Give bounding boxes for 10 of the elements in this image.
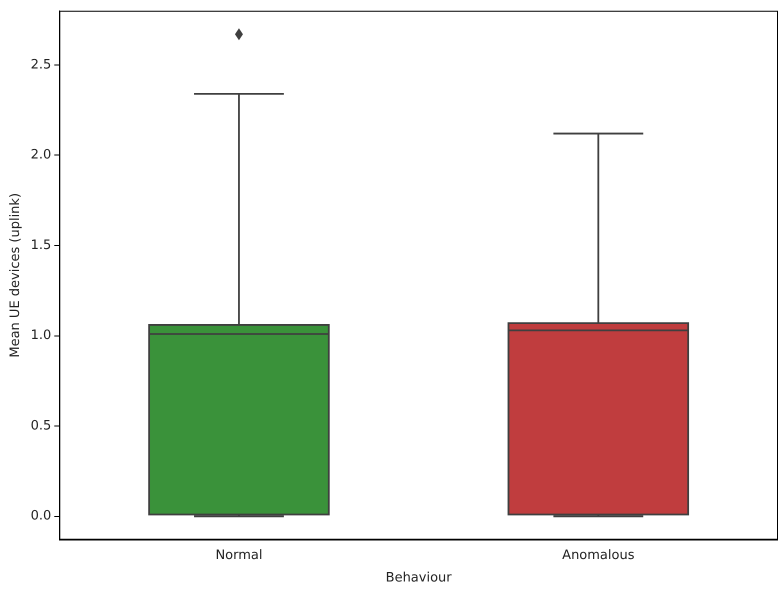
y-tick-label: 1.0	[30, 328, 52, 344]
y-tick-label: 0.5	[30, 418, 52, 434]
y-tick-label: 2.5	[30, 57, 52, 72]
y-tick-label: 2.0	[30, 148, 52, 163]
x-tick-label: Normal	[215, 548, 262, 563]
x-tick-label: Anomalous	[562, 548, 635, 563]
x-axis-title: Behaviour	[386, 570, 452, 586]
y-tick-label: 0.0	[30, 508, 52, 524]
y-axis-title: Mean UE devices (uplink)	[8, 192, 24, 358]
y-tick-label: 1.5	[30, 238, 52, 253]
